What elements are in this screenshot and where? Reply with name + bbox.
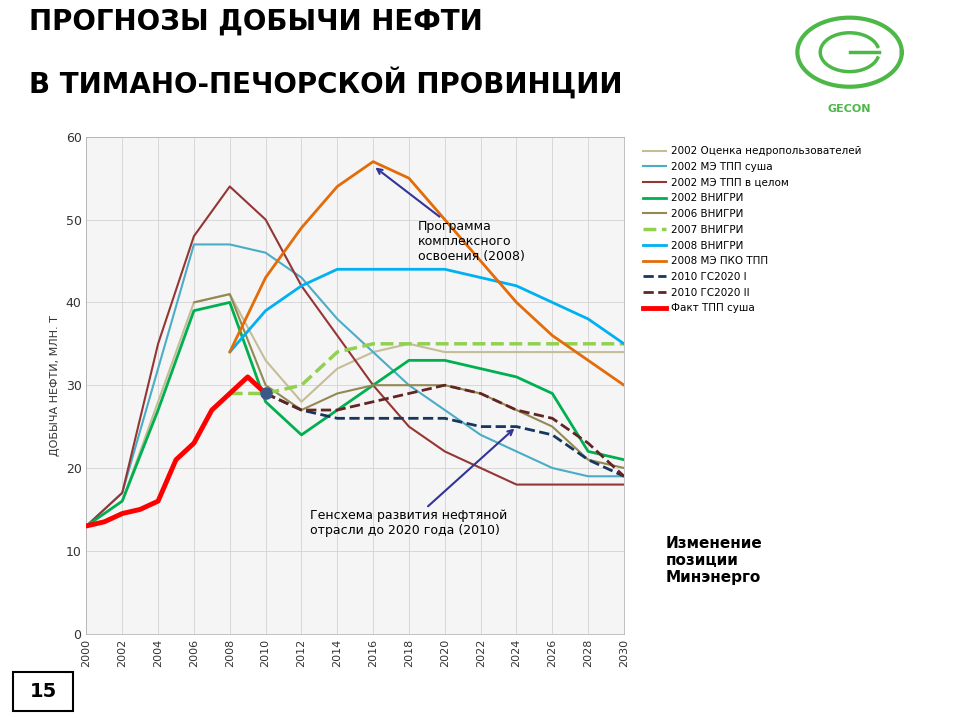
Text: ПРОГНОЗЫ ДОБЫЧИ НЕФТИ: ПРОГНОЗЫ ДОБЫЧИ НЕФТИ: [29, 7, 483, 35]
Text: Изменение
позиции
Минэнерго: Изменение позиции Минэнерго: [665, 536, 762, 585]
Text: В ТИМАНО-ПЕЧОРСКОЙ ПРОВИНЦИИ: В ТИМАНО-ПЕЧОРСКОЙ ПРОВИНЦИИ: [29, 67, 622, 99]
Text: Программа
комплексного
освоения (2008): Программа комплексного освоения (2008): [377, 169, 525, 263]
Text: Генсхема развития нефтяной
отрасли до 2020 года (2010): Генсхема развития нефтяной отрасли до 20…: [310, 430, 513, 537]
Y-axis label: ДОБЫЧА НЕФТИ, МЛН. Т: ДОБЫЧА НЕФТИ, МЛН. Т: [50, 315, 60, 456]
Text: 15: 15: [30, 682, 57, 701]
Legend: 2002 Оценка недропользователей, 2002 МЭ ТПП суша, 2002 МЭ ТПП в целом, 2002 ВНИГ: 2002 Оценка недропользователей, 2002 МЭ …: [638, 142, 866, 318]
Text: GECON: GECON: [828, 104, 872, 114]
